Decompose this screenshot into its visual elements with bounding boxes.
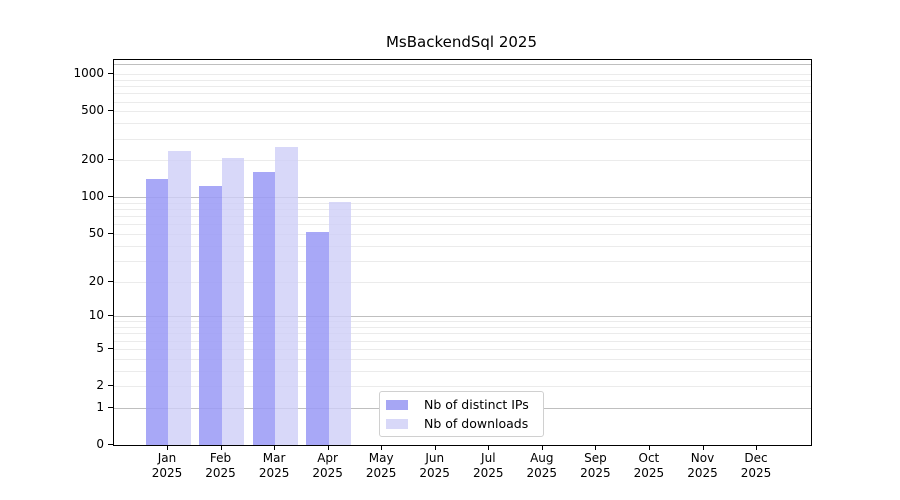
x-tick-label: Oct 2025 (633, 451, 665, 480)
gridline (114, 202, 811, 204)
y-tick-label: 200 (81, 152, 104, 167)
legend: Nb of distinct IPs Nb of downloads (379, 391, 544, 437)
y-tick-label: 1 (96, 399, 104, 414)
x-tick-label: Aug 2025 (526, 451, 558, 480)
gridline (114, 260, 811, 262)
bar-distinct-ips-feb (199, 186, 222, 445)
y-tick (108, 232, 113, 234)
y-tick-label: 20 (88, 273, 104, 288)
x-tick-label: Jan 2025 (151, 451, 183, 480)
y-tick (108, 347, 113, 349)
x-tick (756, 445, 757, 450)
gridline (114, 160, 811, 162)
y-tick-label: 50 (88, 225, 104, 240)
gridline (114, 93, 811, 95)
gridline (114, 233, 811, 235)
y-tick-label: 10 (88, 308, 104, 323)
gridline (114, 281, 811, 283)
gridline (114, 79, 811, 81)
gridline (114, 340, 811, 342)
y-tick (108, 385, 113, 386)
y-tick-label: 2 (96, 378, 104, 392)
gridline (114, 216, 811, 218)
y-tick-label: 0 (96, 437, 104, 451)
gridline (114, 327, 811, 328)
x-tick (434, 445, 436, 450)
x-tick (274, 445, 276, 450)
x-tick (702, 445, 704, 450)
gridline (114, 348, 811, 350)
plot-area (113, 59, 812, 446)
gridline (114, 197, 811, 199)
y-tick (108, 159, 113, 161)
x-tick-label: Jul 2025 (473, 451, 504, 480)
gridline (114, 224, 811, 226)
gridline (114, 321, 811, 323)
gridline (114, 358, 811, 360)
gridline (114, 209, 811, 211)
y-tick-label: 5 (96, 340, 104, 355)
gridline (114, 74, 811, 76)
bar-downloads-apr (328, 201, 352, 445)
bar-distinct-ips-jan (145, 179, 168, 445)
x-tick (648, 445, 650, 450)
gridline (114, 245, 811, 247)
legend-swatch-downloads (386, 418, 408, 429)
legend-label: Nb of distinct IPs (424, 397, 529, 412)
gridline (114, 333, 811, 335)
x-tick (167, 445, 168, 450)
x-tick-label: Apr 2025 (312, 451, 343, 480)
x-tick-label: Mar 2025 (258, 451, 290, 480)
bar-downloads-mar (275, 146, 298, 445)
y-tick (108, 110, 113, 112)
x-tick (381, 445, 383, 450)
bar-downloads-jan (168, 151, 191, 445)
gridline (114, 86, 811, 87)
x-tick (541, 445, 543, 450)
y-tick (108, 315, 113, 317)
x-tick (220, 445, 222, 450)
chart-title: MsBackendSql 2025 (385, 33, 538, 51)
bar-downloads-feb (221, 158, 244, 445)
y-tick (108, 406, 113, 408)
x-tick-label: May 2025 (365, 451, 397, 480)
y-tick (108, 73, 113, 75)
y-tick-label: 500 (81, 103, 104, 118)
x-tick (488, 445, 490, 450)
gridline (114, 123, 811, 125)
y-tick (108, 444, 113, 445)
gridline (114, 111, 811, 113)
gridline (114, 138, 811, 140)
x-tick-label: Sep 2025 (580, 451, 611, 480)
x-tick-label: Nov 2025 (687, 451, 718, 480)
legend-swatch-distinct-ips (386, 399, 408, 410)
y-tick-label: 100 (81, 189, 104, 204)
bar-distinct-ips-apr (306, 231, 329, 445)
gridline (114, 386, 811, 387)
legend-item: Nb of downloads (380, 416, 543, 431)
legend-item: Nb of distinct IPs (380, 397, 543, 412)
legend-label: Nb of downloads (424, 416, 529, 431)
gridline (114, 64, 811, 66)
x-tick (327, 445, 329, 450)
y-tick-label: 1000 (73, 66, 104, 81)
y-tick (108, 196, 113, 198)
gridline (114, 370, 811, 372)
x-tick-label: Dec 2025 (740, 451, 772, 480)
gridline (114, 316, 811, 318)
bar-distinct-ips-mar (252, 172, 276, 445)
x-tick-label: Jun 2025 (419, 451, 450, 480)
x-tick (595, 445, 597, 450)
gridline (114, 101, 811, 103)
x-tick-label: Feb 2025 (205, 451, 236, 480)
y-tick (108, 280, 113, 282)
